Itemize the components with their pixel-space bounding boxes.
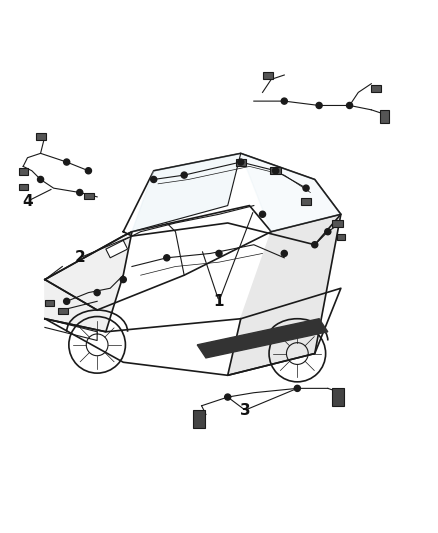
Bar	[270, 167, 281, 174]
Bar	[19, 168, 28, 175]
Circle shape	[120, 277, 126, 282]
Bar	[380, 110, 389, 123]
Circle shape	[216, 251, 222, 256]
Circle shape	[94, 289, 100, 296]
Text: 4: 4	[22, 193, 33, 209]
Bar	[58, 308, 67, 314]
Polygon shape	[45, 232, 132, 332]
Bar	[84, 193, 94, 199]
Circle shape	[64, 159, 70, 165]
Text: 3: 3	[240, 402, 251, 418]
Circle shape	[281, 98, 287, 104]
Circle shape	[281, 251, 287, 256]
Circle shape	[164, 255, 170, 261]
Polygon shape	[241, 154, 341, 232]
Circle shape	[312, 241, 318, 248]
Polygon shape	[197, 319, 328, 358]
Circle shape	[151, 176, 157, 182]
Polygon shape	[106, 240, 127, 258]
Bar	[332, 220, 343, 228]
Bar	[332, 389, 344, 406]
Polygon shape	[228, 214, 341, 375]
Circle shape	[303, 185, 309, 191]
Polygon shape	[45, 206, 271, 310]
Circle shape	[316, 102, 322, 109]
Bar	[19, 184, 28, 190]
Bar	[236, 158, 246, 166]
Polygon shape	[123, 154, 341, 245]
Bar	[193, 410, 205, 427]
Circle shape	[85, 168, 92, 174]
Circle shape	[64, 298, 70, 304]
Bar	[262, 72, 273, 79]
Circle shape	[259, 211, 265, 217]
Circle shape	[38, 176, 44, 182]
Bar	[36, 133, 46, 140]
Bar	[336, 235, 345, 240]
Circle shape	[272, 168, 279, 174]
Text: 1: 1	[214, 294, 224, 309]
Circle shape	[346, 102, 353, 109]
Polygon shape	[132, 154, 241, 232]
Polygon shape	[45, 288, 341, 375]
Text: 2: 2	[74, 251, 85, 265]
Bar	[371, 85, 381, 92]
Circle shape	[325, 229, 331, 235]
Bar	[301, 198, 311, 205]
Circle shape	[238, 159, 244, 165]
Circle shape	[225, 394, 231, 400]
Circle shape	[294, 385, 300, 391]
Circle shape	[181, 172, 187, 178]
Circle shape	[77, 189, 83, 196]
Bar	[45, 300, 54, 305]
